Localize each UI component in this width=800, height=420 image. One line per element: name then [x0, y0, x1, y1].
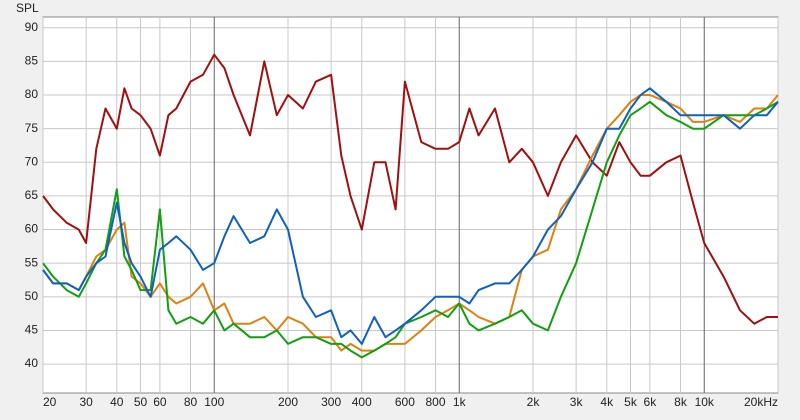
series-line — [42, 87, 779, 345]
y-tick-label: 85 — [25, 54, 39, 68]
y-tick-label: 55 — [25, 255, 39, 269]
x-tick-label: 5k — [624, 395, 638, 409]
y-tick-label: 80 — [25, 87, 39, 101]
y-tick-label: 45 — [25, 323, 39, 337]
y-tick-label: 60 — [25, 222, 39, 236]
y-tick-label: 70 — [25, 154, 39, 168]
x-tick-label: 3k — [570, 395, 584, 409]
x-tick-label: 20 — [43, 395, 57, 409]
x-tick-label: 40 — [110, 395, 124, 409]
x-tick-label: 1k — [453, 395, 467, 409]
x-tick-label: 200 — [278, 395, 298, 409]
y-tick-label: 75 — [25, 121, 39, 135]
y-tick-label: 50 — [25, 289, 39, 303]
x-tick-label: 600 — [395, 395, 415, 409]
y-tick-label: 40 — [25, 356, 39, 370]
x-tick-label: 60 — [153, 395, 167, 409]
x-tick-label: 10k — [695, 395, 715, 409]
x-tick-label: 20kHz — [744, 395, 778, 409]
y-axis-label: SPL — [16, 1, 39, 15]
series-line — [42, 100, 779, 359]
x-tick-label: 800 — [425, 395, 445, 409]
x-tick-label: 100 — [204, 395, 224, 409]
x-tick-label: 50 — [134, 395, 148, 409]
x-tick-label: 400 — [352, 395, 372, 409]
x-tick-label: 30 — [79, 395, 93, 409]
plot-area — [42, 16, 779, 394]
x-tick-label: 4k — [600, 395, 614, 409]
y-tick-label: 90 — [25, 20, 39, 34]
y-tick-label: 65 — [25, 188, 39, 202]
x-tick-label: 6k — [644, 395, 658, 409]
x-tick-label: 80 — [184, 395, 198, 409]
series-line — [42, 53, 778, 325]
x-tick-label: 2k — [527, 395, 541, 409]
x-tick-label: 8k — [674, 395, 688, 409]
x-tick-label: 300 — [321, 395, 341, 409]
